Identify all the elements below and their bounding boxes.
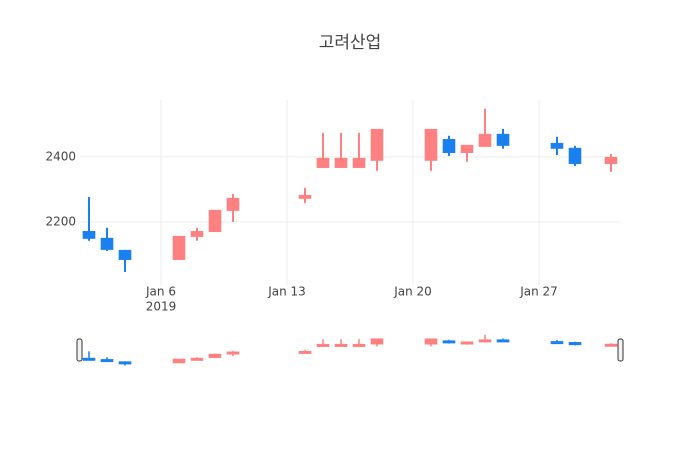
candle-body [172,235,186,260]
slider-body [226,351,240,355]
slider-body [370,338,384,345]
candle-body [226,197,240,211]
candle-body [100,237,114,250]
slider-body [550,341,564,345]
candle-body [316,157,330,168]
candle-body [82,231,96,239]
slider-body [442,340,456,344]
x-year-label: 2019 [146,300,177,314]
candle-body [298,194,312,199]
slider-body [496,339,510,343]
y-tick-label: 2200 [45,214,76,228]
slider-body [424,338,438,345]
candle-body [442,139,456,153]
candle-body [334,157,348,168]
slider-body [100,359,114,363]
candle-body [478,133,492,147]
slider-body [172,358,186,364]
candle-body [208,209,222,233]
candle-body [370,128,384,161]
slider-body [190,357,204,361]
slider-body [352,343,366,347]
candle-body [496,133,510,146]
slider-body [298,350,312,354]
candle-body [604,156,618,165]
slider-body [478,339,492,343]
candle-body [460,144,474,153]
slider-handle-right[interactable] [617,338,624,362]
candle-body [568,147,582,165]
x-tick-label: Jan 13 [267,285,306,299]
slider-body [334,343,348,347]
slider-body [82,357,96,361]
slider-body [316,343,330,347]
candle-body [424,128,438,161]
slider-body [118,361,132,365]
slider-body [460,341,474,345]
y-tick-label: 2400 [45,149,76,163]
x-tick-label: Jan 20 [393,285,432,299]
slider-handle-left[interactable] [76,338,83,362]
slider-body [568,342,582,346]
x-tick-label: Jan 27 [519,285,558,299]
x-tick-label: Jan 6 [145,285,176,299]
candle-body [190,231,204,237]
candle-body [352,157,366,168]
slider-body [604,343,618,347]
candle-body [118,249,132,260]
slider-body [208,353,222,358]
candle-body [550,142,564,149]
chart-title: 고려산업 [319,33,382,53]
